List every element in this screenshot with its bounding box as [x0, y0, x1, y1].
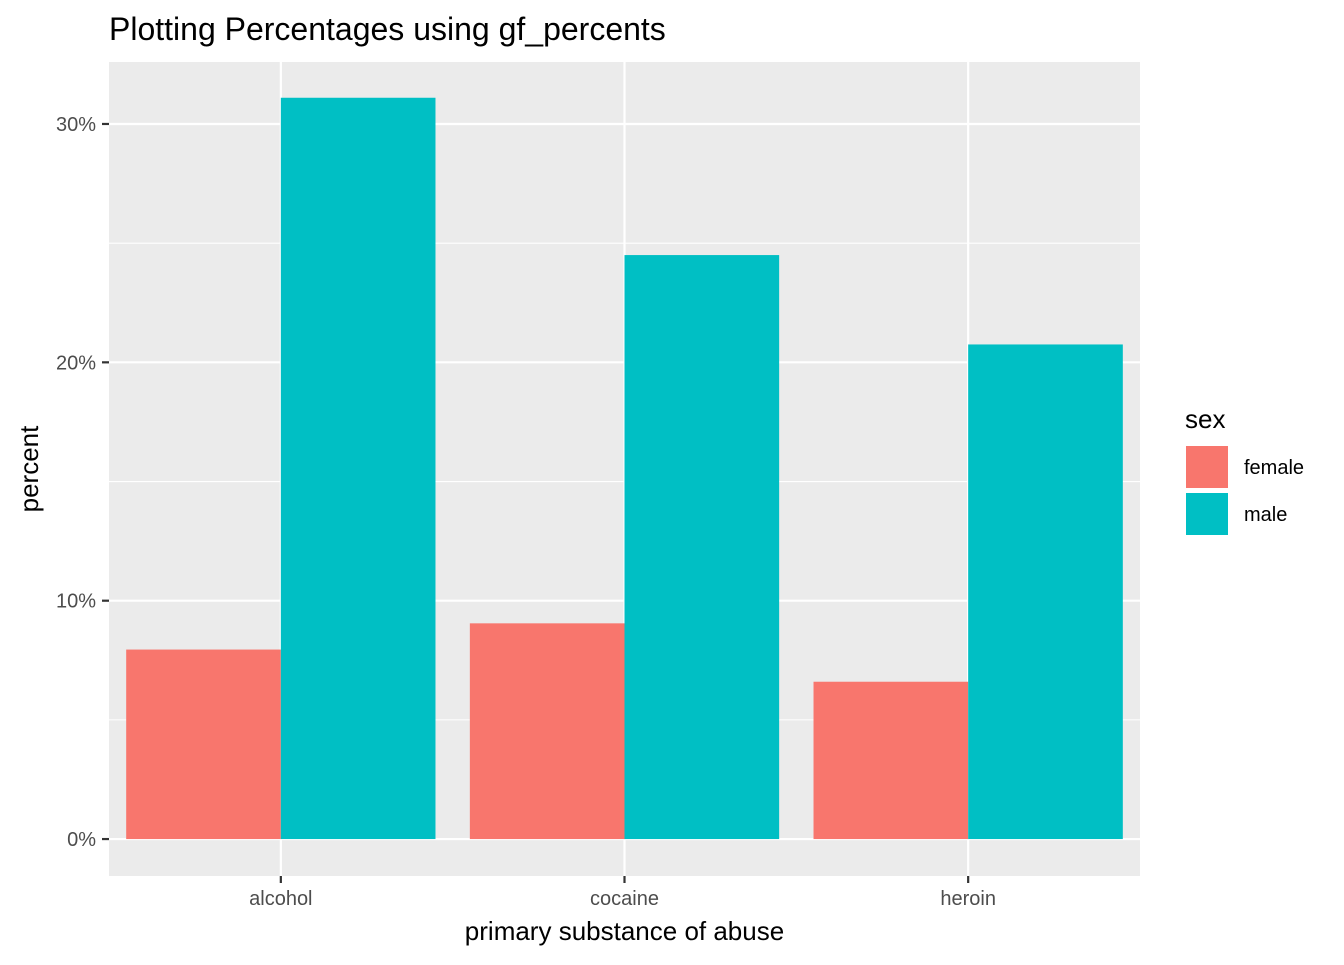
- y-tick-label: 0%: [67, 829, 96, 851]
- x-axis: alcohol cocaine heroin: [249, 876, 996, 910]
- y-axis: 0% 10% 20% 30%: [56, 114, 109, 851]
- bars: [126, 97, 1123, 840]
- y-axis-title: percent: [14, 425, 44, 512]
- y-tick-label: 30%: [56, 114, 96, 136]
- bar-female-heroin: [813, 681, 969, 840]
- y-tick-label: 20%: [56, 352, 96, 374]
- legend-title: sex: [1185, 404, 1225, 434]
- legend-label-female: female: [1244, 457, 1304, 479]
- legend-key-male: [1184, 491, 1230, 537]
- bar-male-cocaine: [624, 255, 780, 840]
- bar-female-alcohol: [126, 649, 281, 840]
- chart-title: Plotting Percentages using gf_percents: [109, 11, 666, 47]
- legend: sex female male: [1184, 404, 1304, 537]
- legend-key-female: [1184, 444, 1230, 490]
- y-tick-label: 10%: [56, 591, 96, 613]
- x-tick-label-alcohol: alcohol: [249, 888, 312, 910]
- x-tick-label-cocaine: cocaine: [590, 888, 659, 910]
- x-tick-label-heroin: heroin: [940, 888, 996, 910]
- x-axis-title: primary substance of abuse: [465, 916, 784, 946]
- bar-male-alcohol: [280, 97, 436, 840]
- bar-male-heroin: [968, 344, 1123, 840]
- legend-label-male: male: [1244, 504, 1287, 526]
- bar-female-cocaine: [469, 623, 625, 840]
